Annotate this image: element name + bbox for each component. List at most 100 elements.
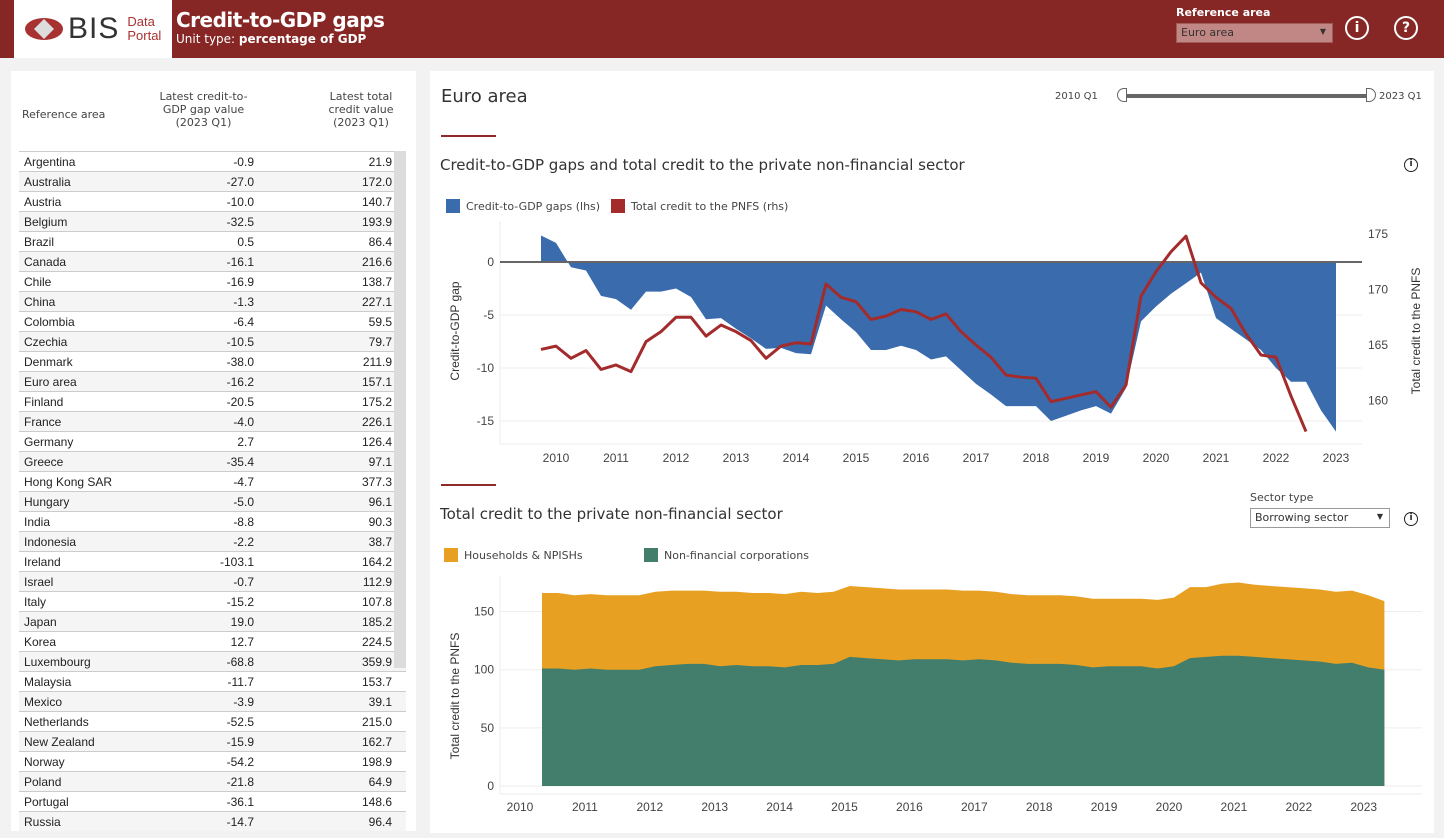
cell-credit-value: 157.1 <box>361 375 392 389</box>
cell-reference-area: China <box>24 295 56 309</box>
cell-gap-value: -6.4 <box>233 315 254 329</box>
table-row[interactable]: Netherlands -52.5 215.0 <box>19 711 406 731</box>
cell-credit-value: 21.9 <box>368 155 392 169</box>
area-title: Euro area <box>441 86 528 107</box>
legend-item-gap[interactable]: Credit-to-GDP gaps (lhs) <box>446 199 600 213</box>
x-tick-label: 2013 <box>723 451 750 465</box>
x-tick-label: 2013 <box>701 800 728 814</box>
sector-type-select[interactable]: Borrowing sector ▼ <box>1250 508 1390 528</box>
legend-swatch-gap <box>446 199 460 213</box>
date-range-slider[interactable] <box>1122 94 1368 98</box>
table-row[interactable]: Japan 19.0 185.2 <box>19 611 406 631</box>
cell-gap-value: -11.7 <box>227 675 254 689</box>
table-header: Reference area Latest credit-to- GDP gap… <box>11 71 416 151</box>
table-row[interactable]: Australia -27.0 172.0 <box>19 171 406 191</box>
table-row[interactable]: Hong Kong SAR -4.7 377.3 <box>19 471 406 491</box>
cell-reference-area: Greece <box>24 455 64 469</box>
table-row[interactable]: Finland -20.5 175.2 <box>19 391 406 411</box>
cell-gap-value: -8.8 <box>233 515 254 529</box>
column-header-gap[interactable]: Latest credit-to- GDP gap value (2023 Q1… <box>141 90 266 129</box>
cell-gap-value: -16.1 <box>226 255 254 269</box>
table-row[interactable]: Russia -14.7 96.4 <box>19 811 406 831</box>
cell-gap-value: -0.7 <box>233 575 254 589</box>
cell-credit-value: 377.3 <box>361 475 392 489</box>
cell-credit-value: 224.5 <box>361 635 392 649</box>
logo-sub-2: Portal <box>127 28 162 43</box>
table-row[interactable]: Ireland -103.1 164.2 <box>19 551 406 571</box>
table-row[interactable]: Germany 2.7 126.4 <box>19 431 406 451</box>
info-icon[interactable]: i <box>1345 16 1369 40</box>
x-tick-label: 2017 <box>963 451 990 465</box>
x-tick-label: 2012 <box>636 800 663 814</box>
table-row[interactable]: Hungary -5.0 96.1 <box>19 491 406 511</box>
chart1-info-icon[interactable]: i <box>1404 158 1418 172</box>
table-row[interactable]: Norway -54.2 198.9 <box>19 751 406 771</box>
table-row[interactable]: India -8.8 90.3 <box>19 511 406 531</box>
reference-area-select[interactable]: Euro area ▼ <box>1176 23 1333 43</box>
x-tick-label: 2023 <box>1323 451 1350 465</box>
table-row[interactable]: Israel -0.7 112.9 <box>19 571 406 591</box>
cell-reference-area: Korea <box>24 635 57 649</box>
cell-credit-value: 164.2 <box>361 555 392 569</box>
x-tick-label: 2016 <box>896 800 923 814</box>
cell-credit-value: 64.9 <box>368 775 392 789</box>
table-row[interactable]: Malaysia -11.7 153.7 <box>19 671 406 691</box>
cell-gap-value: -1.3 <box>233 295 254 309</box>
cell-reference-area: Mexico <box>24 695 63 709</box>
x-tick-label: 2016 <box>903 451 930 465</box>
table-row[interactable]: France -4.0 226.1 <box>19 411 406 431</box>
legend-item-nfc[interactable]: Non-financial corporations <box>644 548 809 562</box>
table-row[interactable]: Brazil 0.5 86.4 <box>19 231 406 251</box>
x-tick-label: 2023 <box>1350 800 1377 814</box>
table-row[interactable]: Austria -10.0 140.7 <box>19 191 406 211</box>
table-row[interactable]: Portugal -36.1 148.6 <box>19 791 406 811</box>
table-row[interactable]: Luxembourg -68.8 359.9 <box>19 651 406 671</box>
table-row[interactable]: New Zealand -15.9 162.7 <box>19 731 406 751</box>
chart2-info-icon[interactable]: i <box>1404 512 1418 526</box>
cell-gap-value: -38.0 <box>226 355 254 369</box>
table-row[interactable]: Poland -21.8 64.9 <box>19 771 406 791</box>
table-row[interactable]: Korea 12.7 224.5 <box>19 631 406 651</box>
table-row[interactable]: Chile -16.9 138.7 <box>19 271 406 291</box>
column-header-reference-area[interactable]: Reference area <box>22 108 106 121</box>
unit-type-label: Unit type: <box>176 32 239 46</box>
table-row[interactable]: Czechia -10.5 79.7 <box>19 331 406 351</box>
table-row[interactable]: China -1.3 227.1 <box>19 291 406 311</box>
table-row[interactable]: Denmark -38.0 211.9 <box>19 351 406 371</box>
bis-logo[interactable]: BIS Data Portal <box>14 0 172 58</box>
cell-credit-value: 198.9 <box>361 755 392 769</box>
table-row[interactable]: Indonesia -2.2 38.7 <box>19 531 406 551</box>
x-tick-label: 2022 <box>1263 451 1290 465</box>
slider-end-label: 2023 Q1 <box>1379 91 1422 102</box>
chart2-title: Total credit to the private non-financia… <box>440 505 783 523</box>
table-row[interactable]: Mexico -3.9 39.1 <box>19 691 406 711</box>
legend-item-credit[interactable]: Total credit to the PNFS (rhs) <box>611 199 788 213</box>
unit-type: Unit type: percentage of GDP <box>176 32 366 46</box>
table-row[interactable]: Greece -35.4 97.1 <box>19 451 406 471</box>
logo-sub-1: Data <box>127 14 155 29</box>
table-row[interactable]: Argentina -0.9 21.9 <box>19 151 406 171</box>
cell-reference-area: Russia <box>24 815 61 829</box>
slider-start-label: 2010 Q1 <box>1055 91 1098 102</box>
table-scrollbar[interactable] <box>394 151 406 668</box>
cell-reference-area: Czechia <box>24 335 68 349</box>
table-row[interactable]: Italy -15.2 107.8 <box>19 591 406 611</box>
y-tick-label: 50 <box>481 721 495 735</box>
y2-tick-label: 165 <box>1368 338 1388 352</box>
table-row[interactable]: Belgium -32.5 193.9 <box>19 211 406 231</box>
cell-reference-area: Belgium <box>24 215 68 229</box>
cell-gap-value: -15.2 <box>226 595 254 609</box>
cell-credit-value: 126.4 <box>361 435 392 449</box>
table-row[interactable]: Colombia -6.4 59.5 <box>19 311 406 331</box>
unit-type-value: percentage of GDP <box>238 32 367 46</box>
credit-line <box>540 234 1308 433</box>
slider-start-handle[interactable] <box>1117 88 1127 102</box>
table-row[interactable]: Euro area -16.2 157.1 <box>19 371 406 391</box>
slider-end-handle[interactable] <box>1366 88 1376 102</box>
table-row[interactable]: Canada -16.1 216.6 <box>19 251 406 271</box>
help-icon[interactable]: ? <box>1394 16 1418 40</box>
legend-item-households[interactable]: Households & NPISHs <box>444 548 583 562</box>
cell-gap-value: -35.4 <box>226 455 254 469</box>
logo-text: BIS <box>68 12 120 45</box>
column-header-credit[interactable]: Latest total credit value (2023 Q1) <box>311 90 411 129</box>
